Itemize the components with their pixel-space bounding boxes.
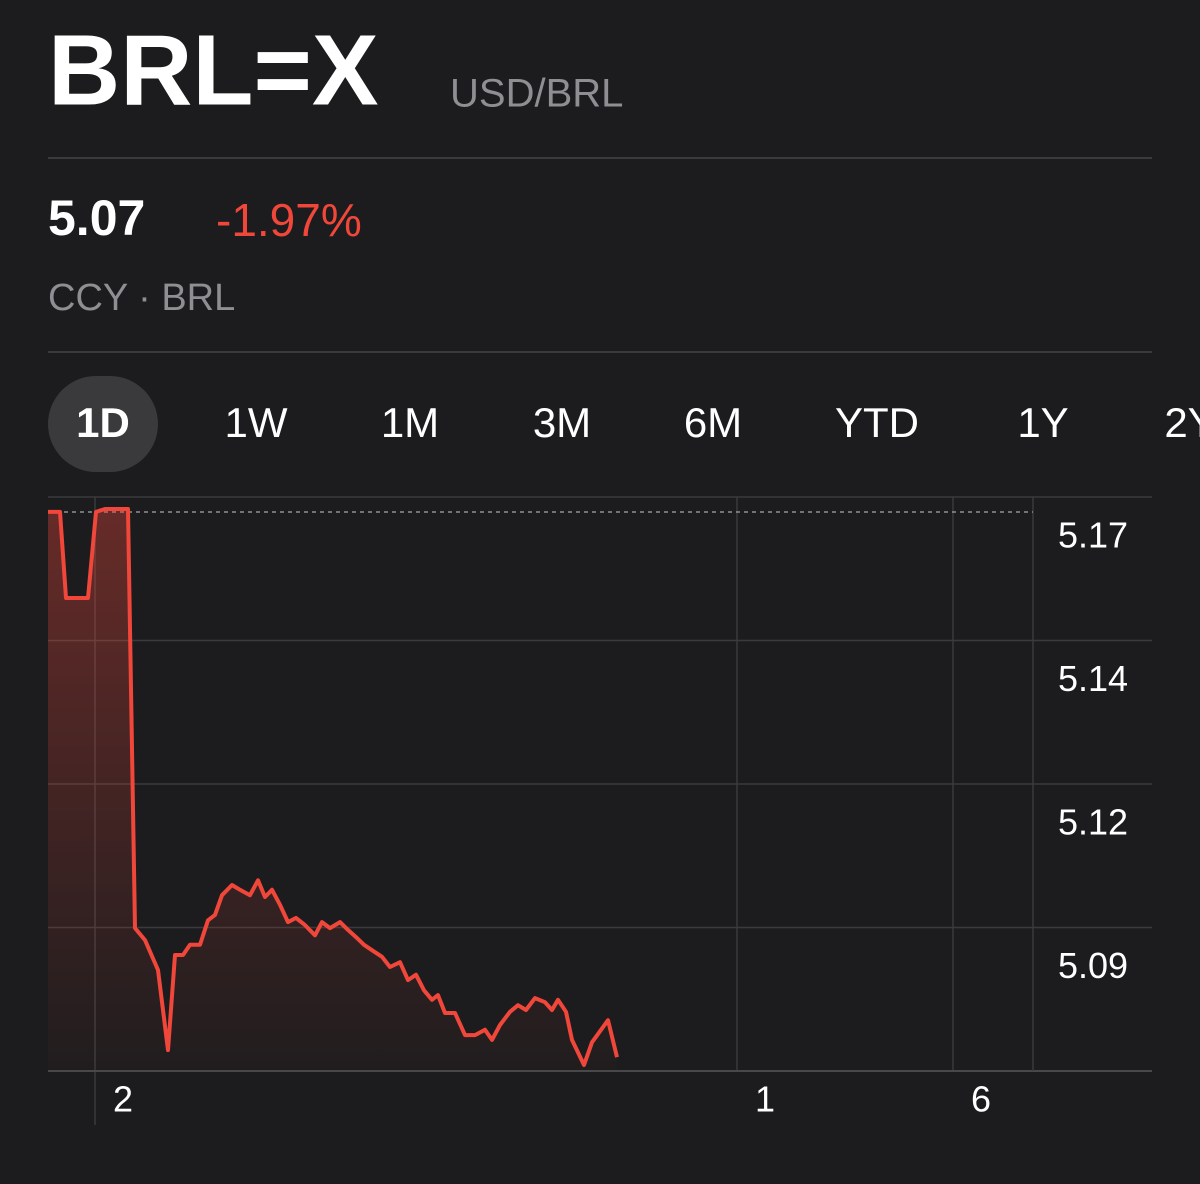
price-line [48,507,619,1067]
meta: CCY · BRL [48,277,235,319]
range-tab[interactable]: 3M [533,399,591,446]
x-tick-label: 1 [755,1079,775,1120]
tab-highlight [48,376,158,472]
y-tick-label: 5.17 [1058,515,1128,556]
y-tick-label: 5.09 [1058,945,1128,986]
chart: 5.17 5.14 5.12 5.09 2 1 6 [48,496,1152,1125]
quote-name: USD/BRL [450,72,623,116]
range-tab[interactable]: 1M [381,399,439,446]
range-tab[interactable]: 1D [76,399,130,446]
range-tab[interactable]: 2Y [1164,399,1200,446]
x-tick-label: 2 [113,1079,133,1120]
range-tabs: 1D 1W 1M 3M 6M YTD 1Y 2Y [48,376,1200,472]
y-tick-label: 5.14 [1058,658,1128,699]
change: -1.97% [216,194,362,246]
symbol: BRL=X [48,14,379,126]
range-tab[interactable]: 1W [225,399,288,446]
price: 5.07 [48,190,145,246]
range-tab[interactable]: 1Y [1017,399,1068,446]
x-tick-label: 6 [971,1079,991,1120]
range-tab[interactable]: 6M [684,399,742,446]
price-area [48,509,617,1071]
y-tick-label: 5.12 [1058,802,1128,843]
range-tab[interactable]: YTD [835,399,919,446]
